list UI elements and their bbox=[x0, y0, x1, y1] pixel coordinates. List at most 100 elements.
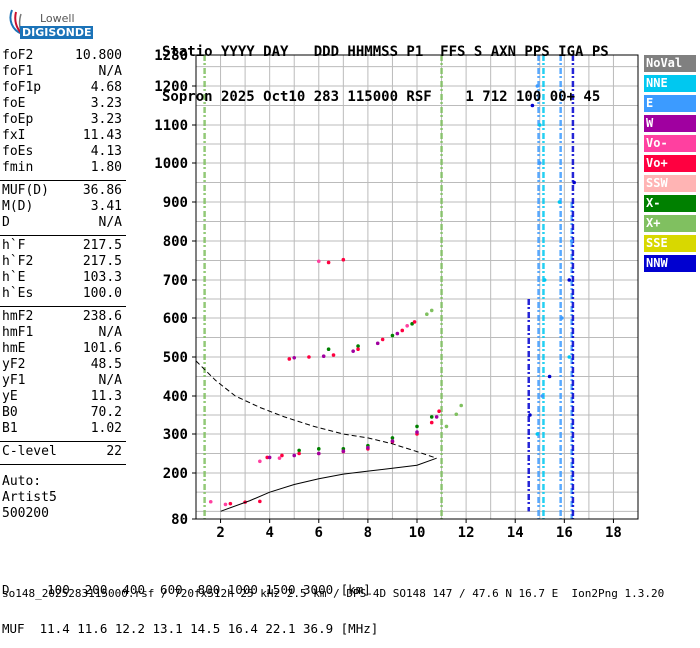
separator bbox=[0, 180, 126, 181]
header-line1: Statio YYYY DAY DDD HHMMSS P1 FFS S AXN … bbox=[162, 44, 609, 60]
separator bbox=[0, 235, 126, 236]
param-value: 10.800 bbox=[75, 48, 122, 63]
legend-item: NNE bbox=[644, 75, 696, 92]
legend-item: E bbox=[644, 95, 696, 112]
echo-point bbox=[405, 324, 409, 328]
digisonde-logo: Lowell DIGISONDE bbox=[4, 4, 94, 40]
param-row: foF2 10.800 bbox=[0, 48, 126, 64]
echo-point bbox=[410, 322, 414, 326]
x-tick-label: 18 bbox=[605, 525, 622, 541]
profile-solid-line bbox=[220, 457, 437, 512]
param-value: 1.80 bbox=[90, 160, 122, 175]
param-value: 101.6 bbox=[82, 341, 122, 356]
y-tick-label: 500 bbox=[163, 350, 188, 366]
echo-point bbox=[434, 415, 439, 419]
param-row: h`Es 100.0 bbox=[0, 286, 126, 302]
echo-point bbox=[537, 161, 542, 165]
param-key: foF2 bbox=[2, 48, 34, 63]
y-tick-label: 300 bbox=[163, 427, 188, 443]
legend-item: SSW bbox=[644, 175, 696, 192]
param-row: fmin 1.80 bbox=[0, 160, 126, 176]
param-row: foF1p 4.68 bbox=[0, 80, 126, 96]
param-row: h`F2 217.5 bbox=[0, 254, 126, 270]
echo-point bbox=[415, 430, 419, 434]
param-key: B0 bbox=[2, 405, 18, 420]
param-row: B1 1.02 bbox=[0, 421, 126, 437]
echo-point bbox=[572, 180, 576, 185]
echo-point bbox=[557, 200, 562, 204]
autoscale-info: Auto: Artist5 500200 bbox=[2, 474, 57, 522]
x-tick-label: 2 bbox=[216, 525, 224, 541]
legend-item: X- bbox=[644, 195, 696, 212]
echo-point bbox=[459, 403, 464, 408]
param-key: h`F2 bbox=[2, 254, 34, 269]
echo-point bbox=[425, 312, 429, 317]
echo-point bbox=[429, 415, 434, 419]
echo-point bbox=[395, 331, 400, 336]
x-tick-label: 16 bbox=[556, 525, 573, 541]
param-row: h`E 103.3 bbox=[0, 270, 126, 286]
x-tick-label: 12 bbox=[458, 525, 475, 541]
ionogram-chart: 80 200 300 400 500 600 700 800 900 1000 1100 1200 12… bbox=[154, 48, 639, 541]
echo-point bbox=[292, 355, 297, 360]
echo-point bbox=[223, 502, 228, 507]
echo-point bbox=[297, 451, 301, 456]
param-value: 238.6 bbox=[82, 309, 122, 324]
echo-point bbox=[375, 341, 380, 346]
echo-point bbox=[280, 453, 284, 458]
param-key: h`Es bbox=[2, 286, 34, 301]
x-tick-label: 10 bbox=[409, 525, 426, 541]
y-tick-label: 400 bbox=[163, 389, 188, 405]
param-row: MUF(D) 36.86 bbox=[0, 183, 126, 199]
param-row: hmF2 238.6 bbox=[0, 309, 126, 325]
echo-point bbox=[258, 459, 262, 464]
muf-row: MUF 11.4 11.6 12.2 13.1 14.5 16.4 22.1 3… bbox=[2, 621, 379, 636]
y-tick-label: 900 bbox=[163, 195, 188, 211]
echo-point bbox=[326, 260, 331, 265]
param-value: 3.23 bbox=[90, 96, 122, 111]
param-key: hmE bbox=[2, 341, 26, 356]
echo-point bbox=[528, 413, 532, 417]
echo-point bbox=[341, 257, 346, 262]
echo-point bbox=[287, 357, 292, 361]
auto-version: 500200 bbox=[2, 506, 49, 521]
muf-table: D 100 200 400 600 800 1000 1500 3000 [km… bbox=[2, 557, 378, 648]
echo-point bbox=[444, 424, 449, 429]
echo-point bbox=[537, 123, 542, 127]
distance-row: D 100 200 400 600 800 1000 1500 3000 [km… bbox=[2, 582, 371, 597]
echo-point bbox=[390, 333, 395, 338]
param-row: hmF1 N/A bbox=[0, 325, 126, 341]
echo-point bbox=[307, 355, 311, 359]
echo-point bbox=[530, 103, 535, 108]
profile-dashed-line bbox=[195, 360, 437, 459]
param-value: N/A bbox=[98, 64, 122, 79]
echo-point bbox=[400, 328, 405, 333]
param-key: C-level bbox=[2, 444, 57, 459]
header-line2: Sopron 2025 Oct10 283 115000 RSF 1 712 1… bbox=[162, 89, 601, 105]
x-tick-label: 6 bbox=[315, 525, 323, 541]
y-tick-label: 1280 bbox=[154, 48, 188, 64]
echo-point bbox=[547, 374, 552, 379]
echo-point bbox=[542, 278, 547, 282]
polarization-legend: NoVal NNE E W Vo- Vo+ SSW X- X+ SSE NNW bbox=[644, 55, 696, 275]
param-key: yF1 bbox=[2, 373, 26, 388]
param-value: 1.02 bbox=[90, 421, 122, 436]
file-info-line: so148_2025283115000.rsf / 720fx512h 25 k… bbox=[2, 587, 665, 600]
echo-point bbox=[331, 353, 336, 357]
echo-point bbox=[356, 344, 360, 348]
x-tick-label: 4 bbox=[265, 525, 273, 541]
echo-point bbox=[412, 320, 417, 324]
param-row: yF2 48.5 bbox=[0, 357, 126, 373]
header-block: Statio YYYY DAY DDD HHMMSS P1 FFS S AXN … bbox=[162, 15, 609, 120]
param-value: 100.0 bbox=[82, 286, 122, 301]
param-value: 22 bbox=[106, 444, 122, 459]
param-key: foEp bbox=[2, 112, 34, 127]
echo-point bbox=[380, 337, 385, 342]
x-tick-label: 14 bbox=[507, 525, 524, 541]
param-row: M(D) 3.41 bbox=[0, 199, 126, 215]
echo-point bbox=[316, 451, 321, 456]
separator bbox=[0, 441, 126, 442]
param-value: N/A bbox=[98, 325, 122, 340]
param-key: B1 bbox=[2, 421, 18, 436]
param-key: foF1 bbox=[2, 64, 34, 79]
